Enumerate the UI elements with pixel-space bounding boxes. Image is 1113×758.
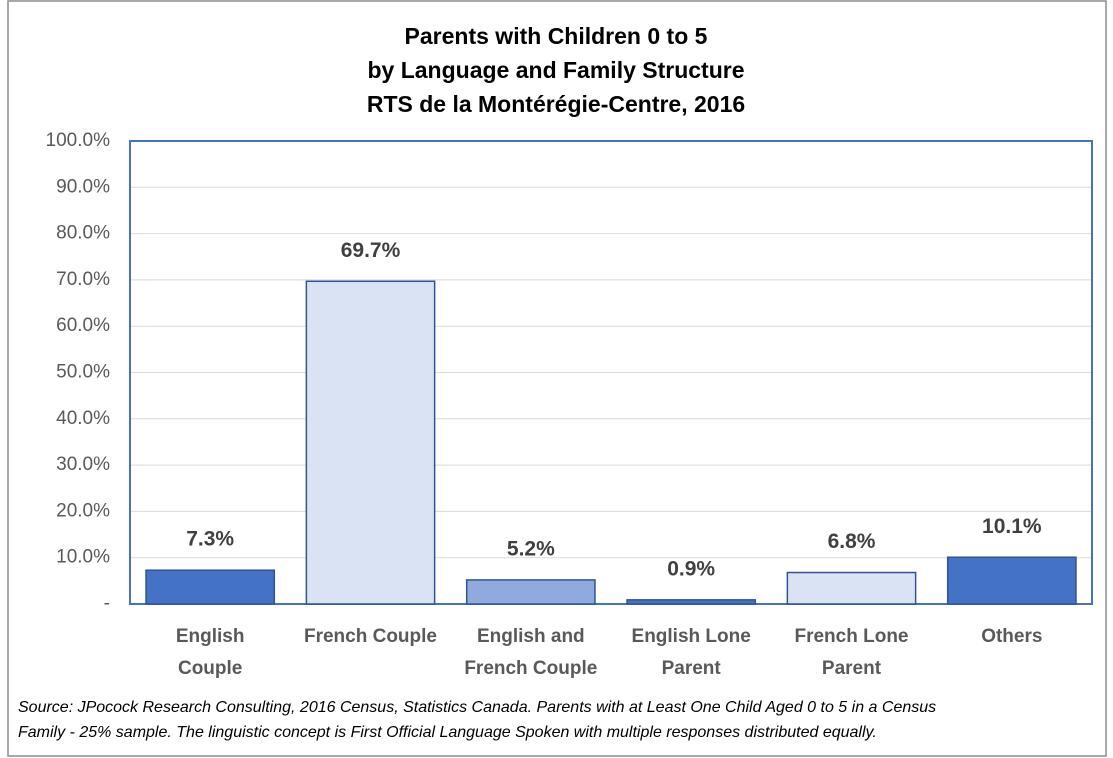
x-tick-label: French Couple bbox=[464, 658, 597, 679]
x-tick-label: English Lone bbox=[632, 626, 751, 647]
chart-title: RTS de la Montérégie-Centre, 2016 bbox=[367, 91, 745, 117]
data-label: 6.8% bbox=[828, 530, 876, 553]
y-tick-label: 60.0% bbox=[56, 315, 110, 336]
bar bbox=[946, 556, 1077, 605]
x-tick-label: Parent bbox=[662, 658, 722, 679]
y-tick-label: 30.0% bbox=[56, 454, 110, 475]
y-tick-label: 70.0% bbox=[56, 269, 110, 290]
data-label: 10.1% bbox=[982, 515, 1042, 538]
x-tick-label: English and bbox=[477, 626, 585, 647]
x-tick-label: French Couple bbox=[304, 626, 437, 647]
x-tick-label: Parent bbox=[822, 658, 882, 679]
y-tick-label: 20.0% bbox=[56, 500, 110, 521]
bar bbox=[465, 579, 596, 605]
source-note: Family - 25% sample. The linguistic conc… bbox=[18, 724, 877, 741]
bar bbox=[145, 569, 276, 605]
chart-title: by Language and Family Structure bbox=[367, 57, 744, 83]
chart-frame bbox=[7, 0, 1107, 757]
data-label: 7.3% bbox=[186, 528, 234, 551]
y-tick-label: 50.0% bbox=[56, 362, 110, 383]
x-tick-label: French Lone bbox=[794, 626, 908, 647]
data-label: 0.9% bbox=[667, 557, 715, 580]
y-tick-label: 10.0% bbox=[56, 547, 110, 568]
y-tick-label: 100.0% bbox=[46, 130, 111, 151]
bar bbox=[786, 571, 917, 605]
y-tick-label: 90.0% bbox=[56, 176, 110, 197]
source-note: Source: JPocock Research Consulting, 201… bbox=[18, 699, 936, 716]
chart-title: Parents with Children 0 to 5 bbox=[405, 23, 708, 49]
data-label: 5.2% bbox=[507, 537, 555, 560]
data-label: 69.7% bbox=[341, 239, 401, 262]
x-tick-label: Others bbox=[981, 626, 1042, 647]
y-tick-label: 40.0% bbox=[56, 408, 110, 429]
plot-area bbox=[129, 140, 1093, 605]
x-tick-label: Couple bbox=[178, 658, 242, 679]
x-tick-label: English bbox=[176, 626, 245, 647]
bar bbox=[626, 599, 757, 605]
y-tick-label: - bbox=[104, 593, 110, 614]
y-tick-label: 80.0% bbox=[56, 223, 110, 244]
bar bbox=[305, 280, 436, 605]
